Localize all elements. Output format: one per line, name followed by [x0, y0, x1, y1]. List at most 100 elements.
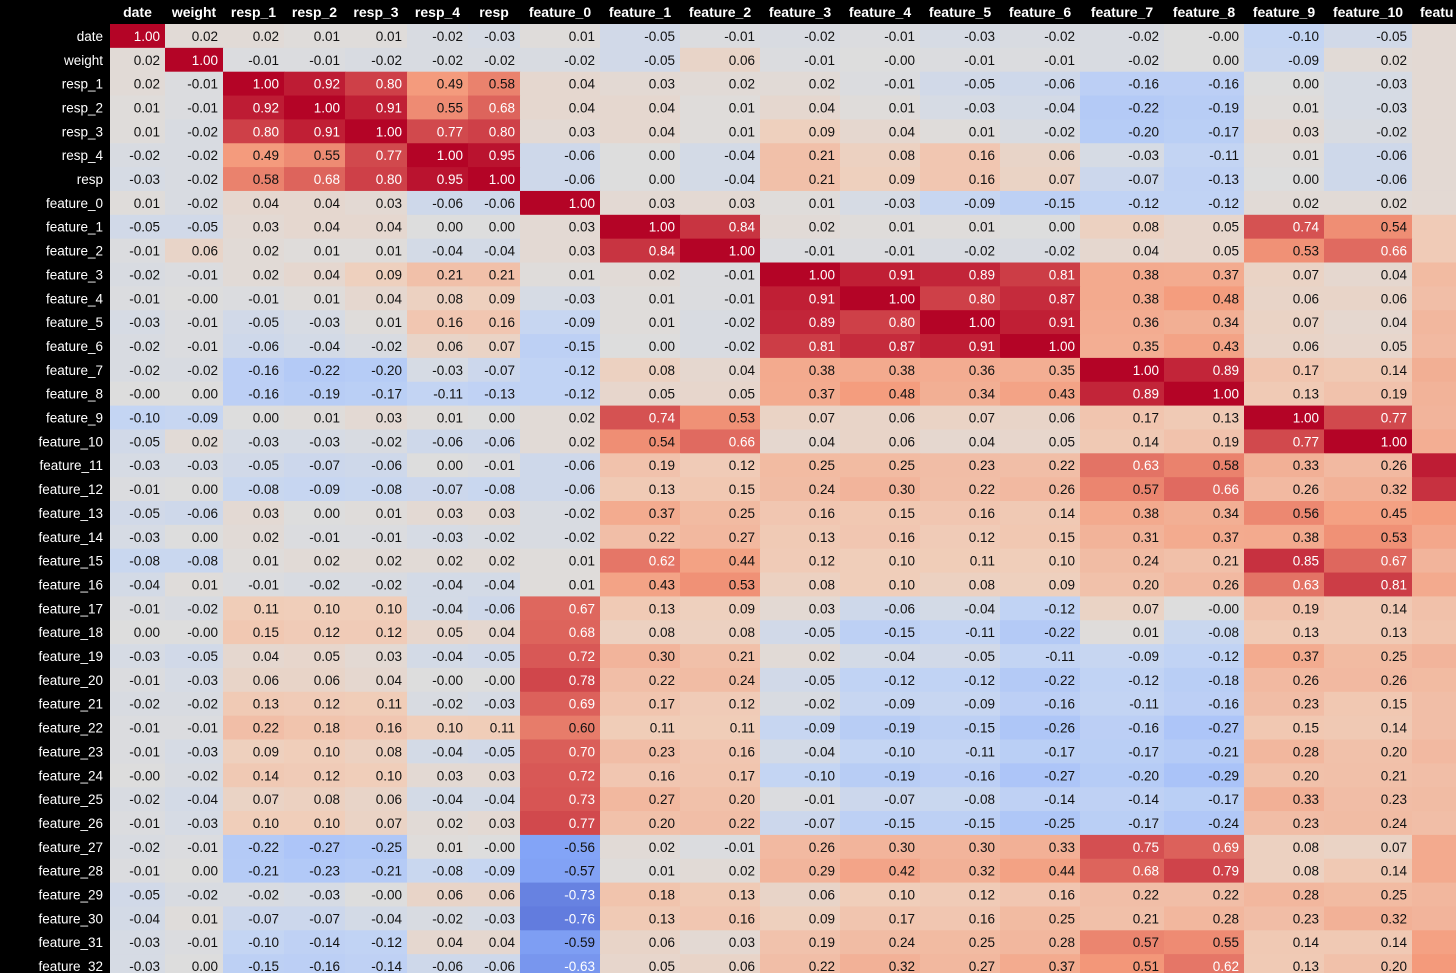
heatmap-cell — [1080, 429, 1165, 454]
cell-value: 0.06 — [889, 434, 915, 449]
heatmap-cell — [1000, 620, 1081, 645]
cell-value: 0.01 — [192, 577, 218, 592]
cell-value: 0.03 — [253, 220, 279, 235]
cell-value: 0.72 — [569, 768, 595, 783]
cell-value: 0.34 — [969, 387, 996, 402]
heatmap-cell — [284, 24, 346, 49]
cell-value: 0.33 — [1049, 840, 1075, 855]
heatmap-cell — [223, 24, 285, 49]
heatmap-cell — [1000, 429, 1081, 454]
heatmap-cell — [468, 620, 521, 645]
heatmap-cell — [468, 596, 521, 621]
heatmap-cell — [920, 95, 1001, 120]
cell-value: 0.04 — [1381, 315, 1408, 330]
cell-value: 0.02 — [314, 554, 340, 569]
heatmap-cell — [520, 238, 601, 263]
heatmap-cell — [1164, 667, 1245, 693]
cell-value: -0.03 — [129, 959, 160, 973]
heatmap-cell — [223, 620, 285, 645]
heatmap-cell — [760, 954, 841, 973]
cell-value: -0.02 — [1044, 244, 1075, 259]
cell-value: -0.02 — [1128, 29, 1159, 44]
heatmap-cell — [840, 667, 921, 693]
heatmap-cell — [600, 739, 681, 764]
heatmap-cell — [1000, 882, 1081, 907]
cell-value: -0.02 — [564, 506, 595, 521]
heatmap-cell — [468, 858, 521, 884]
cell-value: 0.03 — [729, 196, 755, 211]
heatmap-cell — [1324, 524, 1413, 550]
row-label-resp: resp — [77, 172, 103, 187]
heatmap-cell — [165, 858, 224, 884]
heatmap-cell — [1080, 572, 1165, 597]
cell-value: 0.02 — [729, 77, 755, 92]
heatmap-cell — [1164, 405, 1245, 430]
cell-value: 0.12 — [314, 697, 340, 712]
cell-value: 0.06 — [1049, 411, 1075, 426]
heatmap-cell — [345, 286, 408, 311]
heatmap-cell — [680, 882, 761, 907]
heatmap-cell — [760, 811, 841, 836]
heatmap-cell — [920, 715, 1001, 740]
heatmap-cell — [223, 572, 285, 597]
cell-value: -0.02 — [804, 697, 835, 712]
cell-value: 0.07 — [489, 339, 515, 354]
heatmap-cell — [468, 238, 521, 263]
heatmap-cell — [600, 71, 681, 97]
cell-value: 0.80 — [376, 172, 402, 187]
heatmap-cell — [468, 930, 521, 955]
heatmap-cell — [680, 95, 761, 120]
heatmap-cell — [345, 739, 408, 764]
cell-value: 0.22 — [649, 530, 675, 545]
cell-value: 0.22 — [253, 721, 279, 736]
heatmap-cell — [600, 214, 681, 240]
cell-value: 0.49 — [437, 77, 463, 92]
cell-value: 0.38 — [1133, 267, 1159, 282]
cell-value: 0.22 — [969, 482, 995, 497]
heatmap-cell — [1244, 739, 1325, 764]
cell-value: 0.14 — [1381, 363, 1408, 378]
heatmap-cell — [165, 691, 224, 717]
heatmap-cell — [920, 477, 1001, 502]
cell-value: 0.01 — [314, 291, 340, 306]
heatmap-cell — [1080, 24, 1165, 49]
cell-value: -0.11 — [1129, 697, 1159, 712]
cell-value: -0.11 — [1045, 649, 1075, 664]
cell-value: 0.04 — [649, 124, 676, 139]
cell-value: 1.00 — [192, 53, 218, 68]
cell-value: 0.22 — [1049, 458, 1075, 473]
heatmap-cell — [223, 71, 285, 97]
heatmap-cell — [223, 95, 285, 120]
cell-value: -0.00 — [371, 888, 402, 903]
heatmap-cell — [1000, 334, 1081, 359]
cell-value: 0.58 — [489, 77, 515, 92]
heatmap-cell — [1164, 954, 1245, 973]
cell-value: -0.15 — [884, 625, 915, 640]
heatmap-cell — [680, 548, 761, 574]
row-label-weight: weight — [63, 53, 103, 68]
cell-value: 0.01 — [969, 124, 995, 139]
heatmap-cell — [600, 95, 681, 120]
heatmap-cell — [223, 190, 285, 216]
heatmap-cell — [520, 405, 601, 430]
heatmap-cell — [680, 834, 761, 860]
heatmap-cell — [110, 834, 166, 860]
heatmap-cell — [223, 954, 285, 973]
cell-value: -0.02 — [309, 577, 340, 592]
cell-value: 0.16 — [889, 530, 915, 545]
heatmap-cell — [840, 906, 921, 931]
cell-value: 0.02 — [376, 554, 402, 569]
heatmap-cell — [1324, 286, 1413, 311]
row-label-resp-4: resp_4 — [62, 148, 104, 163]
heatmap-cell — [760, 24, 841, 49]
cell-value: -0.27 — [309, 840, 340, 855]
cell-value: 0.58 — [1213, 458, 1239, 473]
cell-value: 0.80 — [969, 291, 995, 306]
heatmap-cell — [840, 834, 921, 860]
heatmap-cell-partial — [1412, 453, 1456, 478]
cell-value: 0.01 — [649, 291, 675, 306]
cell-value: 0.11 — [254, 601, 279, 616]
heatmap-cell — [680, 286, 761, 311]
heatmap-cell — [760, 477, 841, 502]
heatmap-cell — [520, 477, 601, 502]
